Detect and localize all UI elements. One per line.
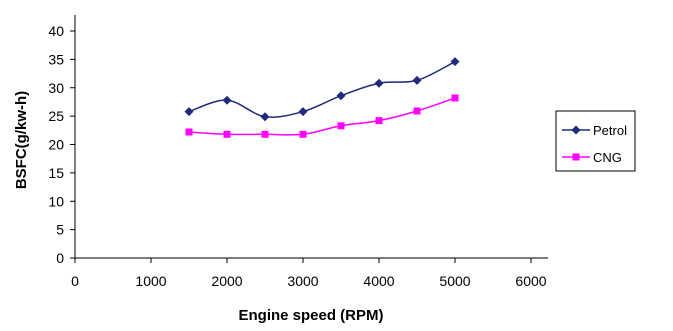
data-point-petrol xyxy=(222,95,232,105)
legend-marker-cng xyxy=(572,153,580,161)
series-layer xyxy=(184,57,460,138)
y-tick-label: 10 xyxy=(48,193,64,209)
series-cng xyxy=(185,94,459,138)
legend-item-petrol: Petrol xyxy=(562,123,627,138)
x-tick-label: 4000 xyxy=(363,273,394,289)
legend-item-cng: CNG xyxy=(562,150,622,165)
legend-marker-petrol xyxy=(571,125,581,135)
data-point-petrol xyxy=(412,75,422,85)
x-ticks: 0 1000 2000 3000 4000 5000 6000 xyxy=(71,258,547,289)
data-point-cng xyxy=(337,122,345,130)
y-tick-label: 40 xyxy=(48,23,64,39)
data-point-cng xyxy=(185,128,193,136)
data-point-petrol xyxy=(184,107,194,117)
legend-label-petrol: Petrol xyxy=(593,123,627,138)
data-point-petrol xyxy=(298,107,308,117)
y-ticks: 0 5 10 15 20 25 30 35 40 xyxy=(48,23,75,266)
data-point-cng xyxy=(375,117,383,125)
y-tick-label: 15 xyxy=(48,165,64,181)
data-point-cng xyxy=(451,94,459,102)
x-tick-label: 0 xyxy=(71,273,79,289)
y-tick-label: 25 xyxy=(48,108,64,124)
data-point-petrol xyxy=(374,78,384,88)
y-axis-title: BSFC(g/kw-h) xyxy=(13,91,30,189)
data-point-cng xyxy=(299,130,307,138)
legend-label-cng: CNG xyxy=(593,150,622,165)
legend: Petrol CNG xyxy=(555,110,636,172)
x-tick-label: 6000 xyxy=(515,273,546,289)
y-tick-label: 30 xyxy=(48,80,64,96)
y-tick-label: 35 xyxy=(48,51,64,67)
data-point-petrol xyxy=(336,91,346,101)
y-tick-label: 20 xyxy=(48,137,64,153)
series-petrol xyxy=(184,57,460,122)
x-tick-label: 5000 xyxy=(439,273,470,289)
data-point-petrol xyxy=(450,57,460,67)
x-tick-label: 3000 xyxy=(287,273,318,289)
y-tick-label: 5 xyxy=(56,222,64,238)
y-tick-label: 0 xyxy=(56,250,64,266)
x-axis-title: Engine speed (RPM) xyxy=(238,307,383,324)
data-point-cng xyxy=(223,130,231,138)
data-point-cng xyxy=(413,107,421,115)
data-point-petrol xyxy=(260,112,270,122)
plot-area: 0 5 10 15 20 25 30 35 40 0 1000 2000 3000 4000 5000 60… xyxy=(48,15,548,289)
x-tick-label: 2000 xyxy=(211,273,242,289)
x-tick-label: 1000 xyxy=(135,273,166,289)
legend-box xyxy=(555,110,636,172)
data-point-cng xyxy=(261,130,269,138)
